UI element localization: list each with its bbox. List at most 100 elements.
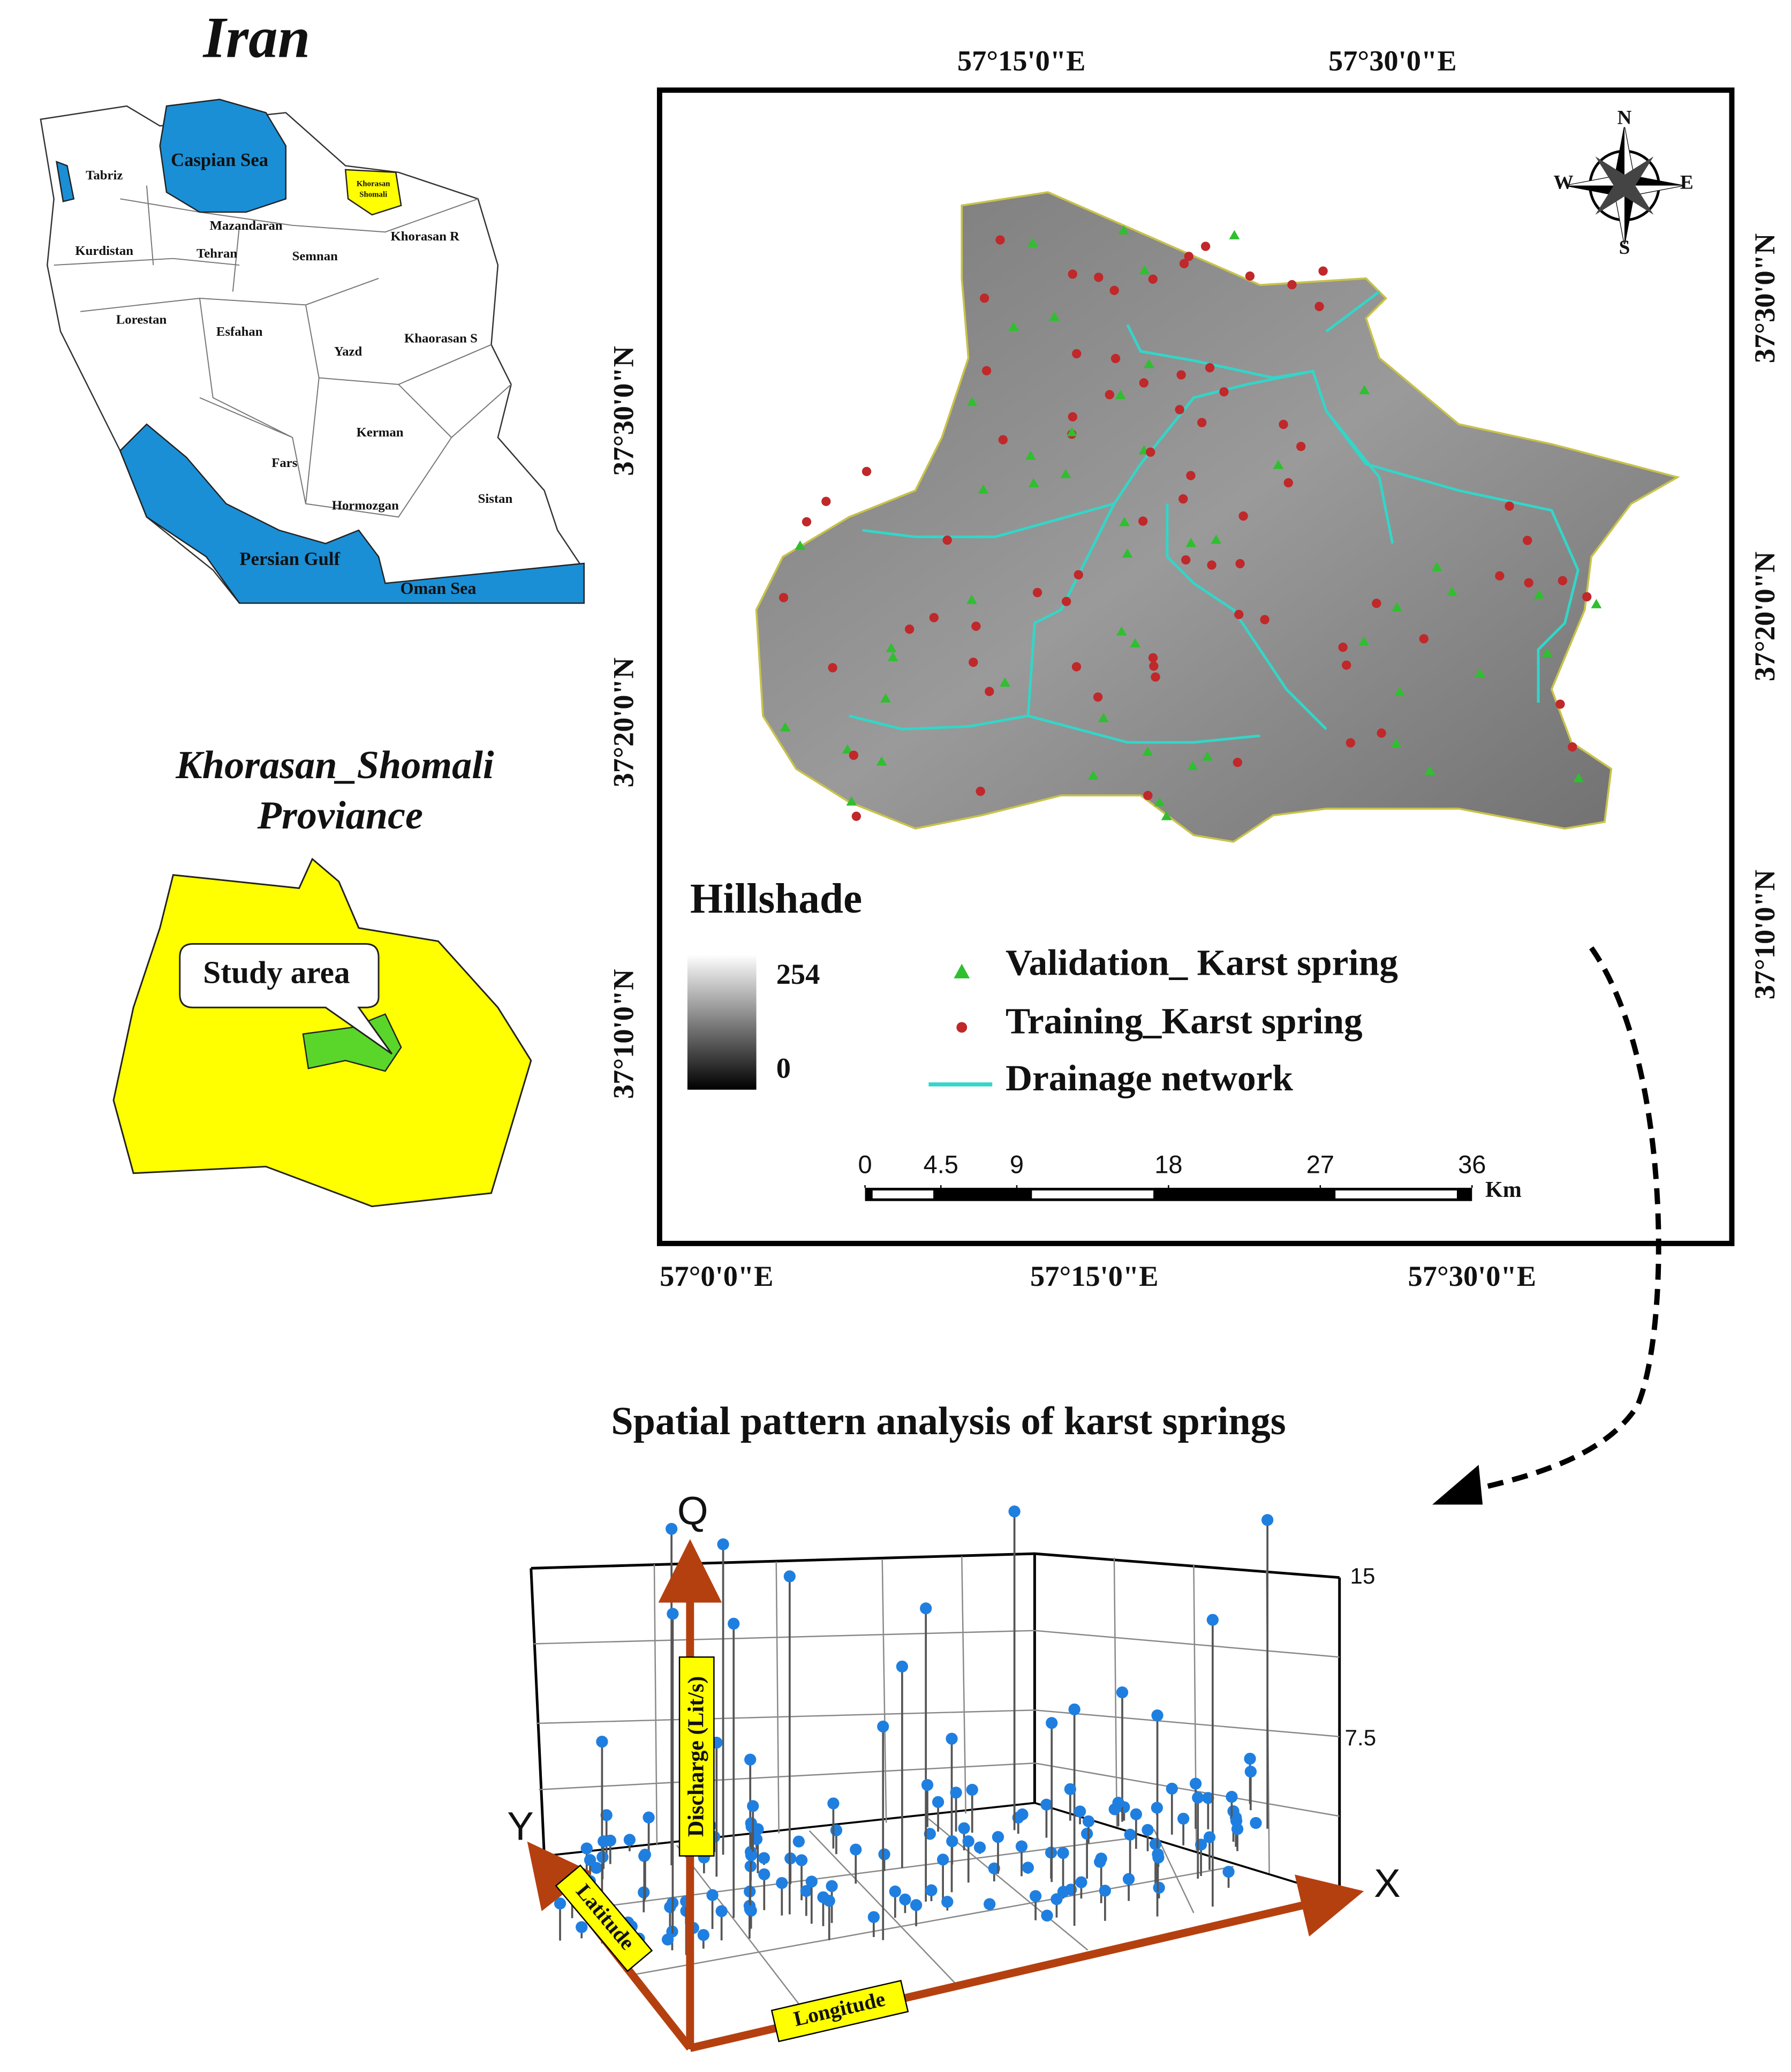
right-coord-label: 37°10'0"N [1748, 870, 1781, 1000]
region-label: Oman Sea [400, 578, 476, 598]
discharge-point [973, 1841, 986, 1854]
scale-segment [872, 1190, 934, 1199]
training-spring [1238, 511, 1248, 521]
discharge-point [966, 1783, 978, 1796]
discharge-point [1226, 1791, 1238, 1803]
discharge-point [1124, 1828, 1136, 1841]
scale-label: 18 [1154, 1150, 1182, 1179]
validation-spring [1067, 427, 1077, 436]
discharge-point [1250, 1817, 1262, 1829]
training-spring [1419, 634, 1429, 644]
bottom-coord-label: 57°30'0"E [1408, 1260, 1537, 1292]
training-spring [1149, 661, 1159, 671]
training-spring [1110, 353, 1121, 364]
province-borders [54, 185, 512, 518]
spring-points [779, 225, 1602, 821]
region-label: Caspian Sea [171, 150, 268, 170]
top-coord-label: 57°15'0"E [957, 44, 1086, 77]
training-spring [976, 786, 985, 796]
validation-spring [1541, 647, 1553, 657]
discharge-point [1151, 1802, 1163, 1814]
region-label: Kurdistan [75, 244, 133, 258]
training-spring [1207, 560, 1216, 570]
training-spring [1522, 536, 1532, 545]
discharge-point [1177, 1812, 1190, 1825]
training-spring [1139, 378, 1148, 388]
discharge-point [1081, 1827, 1093, 1840]
training-spring [821, 496, 831, 506]
discharge-point [992, 1831, 1004, 1843]
discharge-point [747, 1800, 759, 1812]
discharge-point [1068, 1703, 1080, 1716]
discharge-point [921, 1779, 934, 1791]
region-label: Khorasan [357, 179, 390, 188]
discharge-point [1057, 1847, 1069, 1859]
validation-spring [1475, 668, 1485, 677]
discharge-label: Discharge (Lit/s) [684, 1676, 708, 1837]
discharge-point [1151, 1709, 1163, 1722]
compass-label: W [1554, 172, 1574, 194]
training-spring [1071, 662, 1082, 672]
region-label: Esfahan [216, 325, 263, 339]
legend-validation-symbol [954, 963, 970, 978]
region-label: Tabriz [86, 168, 123, 183]
longitude-box [770, 1979, 909, 2043]
validation-spring [842, 744, 853, 754]
discharge-point [826, 1880, 838, 1892]
region-label: Sistan [478, 492, 513, 506]
discharge-point [877, 1720, 889, 1733]
scale-label: 0 [858, 1150, 872, 1179]
scale-label: 36 [1458, 1150, 1486, 1179]
left-coord-label: 37°20'0"N [607, 658, 640, 788]
discharge-point [1064, 1783, 1076, 1795]
validation-spring [1533, 589, 1545, 599]
validation-spring [1154, 797, 1165, 807]
top-coord-label: 57°30'0"E [1328, 44, 1457, 77]
discharge-point [1116, 1686, 1129, 1699]
discharge-point [1008, 1505, 1021, 1518]
training-spring [1495, 571, 1505, 581]
discharge-point [1244, 1765, 1257, 1778]
validation-spring [1424, 765, 1435, 775]
region-label: Mazandaran [210, 218, 283, 233]
compass [1566, 127, 1683, 244]
discharge-point [899, 1893, 911, 1905]
scale-segment [1335, 1190, 1457, 1199]
discharge-box [678, 1656, 715, 1857]
training-spring [1234, 609, 1244, 620]
validation-spring [1201, 751, 1213, 761]
training-spring [1151, 672, 1160, 682]
discharge-point [697, 1928, 709, 1941]
drainage-network [849, 290, 1580, 744]
training-spring [1287, 280, 1297, 290]
discharge-point [1082, 1815, 1095, 1828]
compass-label: S [1619, 237, 1630, 259]
validation-spring [966, 594, 977, 604]
validation-spring [1391, 738, 1402, 748]
discharge-point [795, 1854, 808, 1866]
training-spring [1233, 757, 1242, 767]
training-spring [1181, 555, 1191, 565]
validation-spring [1119, 517, 1130, 526]
discharge-point [896, 1660, 909, 1672]
discharge-point [1130, 1808, 1142, 1820]
discharge-point [576, 1921, 588, 1933]
discharge-point [783, 1570, 796, 1583]
training-spring [1245, 271, 1255, 281]
discharge-point [1153, 1881, 1165, 1894]
discharge-point [706, 1889, 719, 1901]
region-label: Shomali [359, 190, 387, 199]
discharge-point [1015, 1840, 1028, 1852]
discharge-point [1166, 1782, 1178, 1795]
validation-spring [1144, 358, 1154, 368]
validation-spring [1394, 687, 1405, 696]
discharge-point [800, 1885, 812, 1897]
callout-text: Study area [203, 954, 350, 990]
discharge-point [910, 1899, 923, 1911]
discharge-point [639, 1848, 652, 1861]
province-title: Proviance [257, 794, 423, 838]
discharge-point [830, 1824, 843, 1836]
arrow-head [1432, 1465, 1483, 1505]
scale-unit: Km [1485, 1178, 1522, 1202]
